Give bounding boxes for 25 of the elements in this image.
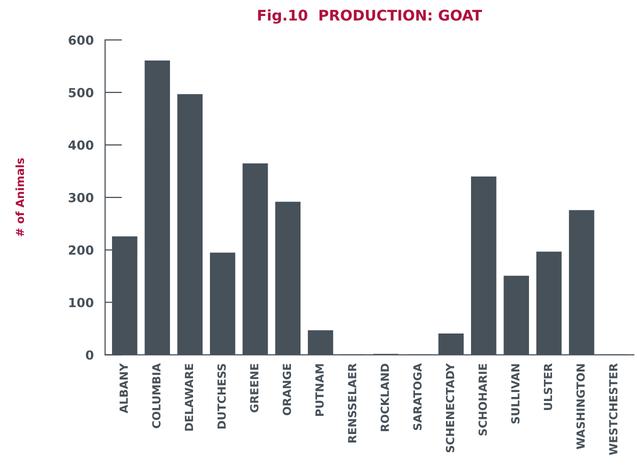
x-tick-label: ROCKLAND — [380, 364, 389, 432]
x-tick-label: DELAWARE — [184, 364, 194, 431]
x-tick-label: WASHINGTON — [576, 364, 585, 450]
x-tick-label: RENSSELAER — [348, 363, 356, 443]
y-tick-label: 300 — [68, 192, 94, 202]
y-tick-label: 600 — [68, 35, 94, 45]
x-tick-label: WESTCHESTER — [609, 363, 618, 456]
x-tick-label: ALBANY — [120, 363, 128, 414]
chart-title: Fig.10 PRODUCTION: GOAT — [258, 9, 482, 24]
x-tick-label: PUTNAM — [315, 364, 324, 416]
x-tick-label: SULLIVAN — [511, 364, 520, 424]
x-tick-label: DUTCHESS — [217, 364, 226, 429]
x-tick-label: SARATOGA — [413, 363, 422, 430]
y-tick-label: 200 — [68, 245, 94, 255]
x-tick-label: SCHENECTADY — [446, 363, 454, 452]
y-tick-label: 0 — [86, 350, 94, 360]
y-axis-title: # of Animals — [15, 158, 24, 236]
y-tick-label: 100 — [69, 298, 94, 308]
x-tick-label: SCHOHARIE — [478, 364, 487, 436]
x-tick-label: ORANGE — [282, 364, 292, 416]
x-tick-label: ULSTER — [544, 363, 552, 410]
y-tick-label: 400 — [68, 140, 94, 150]
x-tick-label: GREENE — [250, 364, 258, 412]
y-tick-label: 500 — [68, 88, 94, 98]
x-tick-label: COLUMBIA — [152, 363, 161, 428]
